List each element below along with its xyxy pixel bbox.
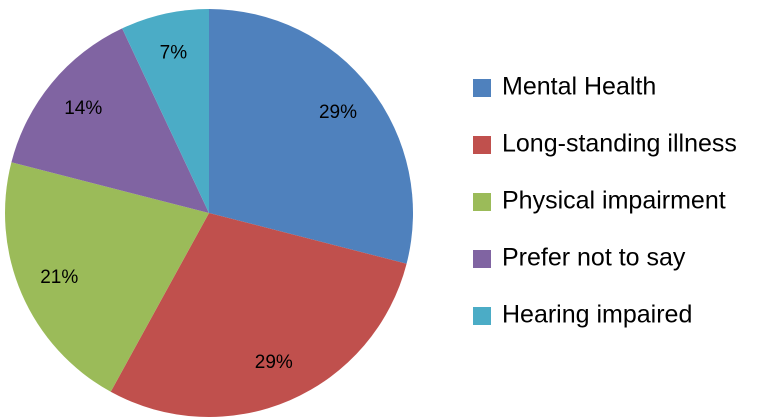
legend-swatch <box>473 250 491 268</box>
pie-slice <box>209 9 413 264</box>
legend-swatch <box>473 136 491 154</box>
legend-swatch <box>473 79 491 97</box>
value-label: 21% <box>40 267 78 288</box>
legend-label: Prefer not to say <box>502 244 686 272</box>
value-label: 29% <box>319 102 357 123</box>
value-label: 7% <box>160 43 188 64</box>
pie-slice <box>122 8 209 213</box>
pie-slice <box>110 213 407 417</box>
legend-label: Physical impairment <box>502 187 726 215</box>
legend-swatch <box>473 193 491 211</box>
value-label: 29% <box>255 352 293 373</box>
legend-label: Long-standing illness <box>502 130 737 158</box>
legend-swatch <box>473 307 491 325</box>
pie-slice <box>11 28 210 213</box>
legend-label: Hearing impaired <box>502 301 692 329</box>
value-label: 14% <box>64 98 102 119</box>
legend-label: Mental Health <box>502 73 656 101</box>
pie-slice <box>4 162 209 392</box>
